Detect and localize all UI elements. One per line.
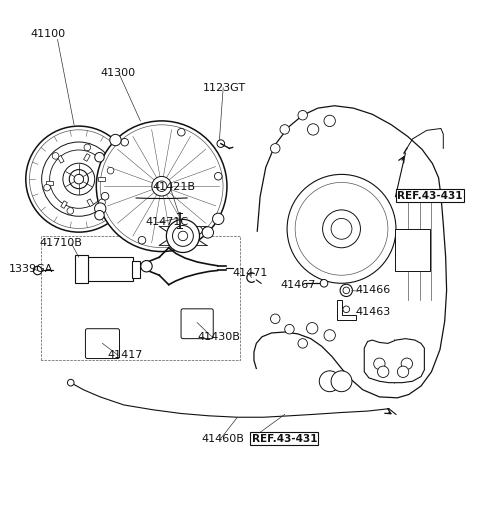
Circle shape [69,170,88,189]
Circle shape [308,124,319,135]
Circle shape [215,173,222,180]
Circle shape [95,203,106,214]
Circle shape [298,339,308,348]
Circle shape [287,174,396,283]
Circle shape [49,150,108,208]
Bar [132,261,140,278]
Bar [395,229,430,271]
Circle shape [95,153,104,162]
Bar [98,177,105,181]
Circle shape [271,314,280,324]
Circle shape [343,287,349,294]
Bar [84,154,90,161]
Text: 41463: 41463 [356,307,391,317]
Text: 41100: 41100 [30,29,65,39]
Circle shape [295,182,388,275]
Circle shape [401,358,412,370]
Text: 41471: 41471 [233,268,268,278]
Polygon shape [364,339,424,383]
Circle shape [167,219,200,252]
Circle shape [324,330,336,341]
Circle shape [298,111,308,120]
Text: 41460B: 41460B [202,433,245,443]
Circle shape [44,184,50,191]
Text: 41430B: 41430B [197,332,240,342]
Circle shape [285,324,294,334]
Circle shape [121,138,129,146]
Circle shape [67,208,73,214]
Circle shape [152,176,171,196]
Circle shape [172,226,193,246]
Circle shape [95,211,104,220]
Circle shape [101,192,109,200]
Bar [58,156,64,163]
Circle shape [320,279,328,287]
Circle shape [202,227,214,238]
Circle shape [343,306,349,313]
Bar [88,257,133,281]
Circle shape [100,125,223,247]
Circle shape [178,231,188,241]
Circle shape [331,371,352,392]
Bar [46,181,53,185]
FancyBboxPatch shape [85,329,120,359]
Text: 41471C: 41471C [145,217,188,227]
Text: 41467: 41467 [281,280,316,290]
Circle shape [84,144,91,150]
Text: 1123GT: 1123GT [204,83,246,93]
Circle shape [141,261,152,272]
Text: 41710B: 41710B [39,238,83,248]
Circle shape [138,236,146,244]
Circle shape [307,323,318,334]
Circle shape [110,134,121,146]
Text: 41417: 41417 [107,350,143,360]
Circle shape [280,125,289,134]
Circle shape [178,128,185,136]
Circle shape [374,358,385,370]
Text: REF.43-431: REF.43-431 [397,191,463,200]
Circle shape [107,167,114,174]
Circle shape [33,266,42,275]
Circle shape [42,142,116,216]
Circle shape [324,115,336,127]
Circle shape [213,213,224,225]
Circle shape [397,366,409,377]
Circle shape [323,210,360,248]
Circle shape [319,371,340,392]
Circle shape [52,153,59,159]
Circle shape [271,143,280,153]
Circle shape [340,284,352,296]
Circle shape [29,130,128,228]
Circle shape [195,226,203,234]
Text: 41466: 41466 [356,285,391,295]
Circle shape [156,181,167,191]
Bar [61,201,67,209]
Text: 41421B: 41421B [152,182,195,192]
Circle shape [74,174,84,184]
Text: REF.43-431: REF.43-431 [252,433,317,443]
Bar [87,199,94,207]
Circle shape [331,219,352,239]
FancyBboxPatch shape [181,309,213,339]
Circle shape [96,121,227,251]
Text: 41300: 41300 [100,68,135,78]
Circle shape [99,199,105,206]
Circle shape [217,140,225,147]
Circle shape [377,366,389,377]
Polygon shape [337,300,356,320]
Text: 1339GA: 1339GA [9,264,54,274]
Circle shape [68,379,74,386]
Circle shape [26,126,132,232]
Circle shape [63,163,95,195]
Bar [75,255,88,283]
